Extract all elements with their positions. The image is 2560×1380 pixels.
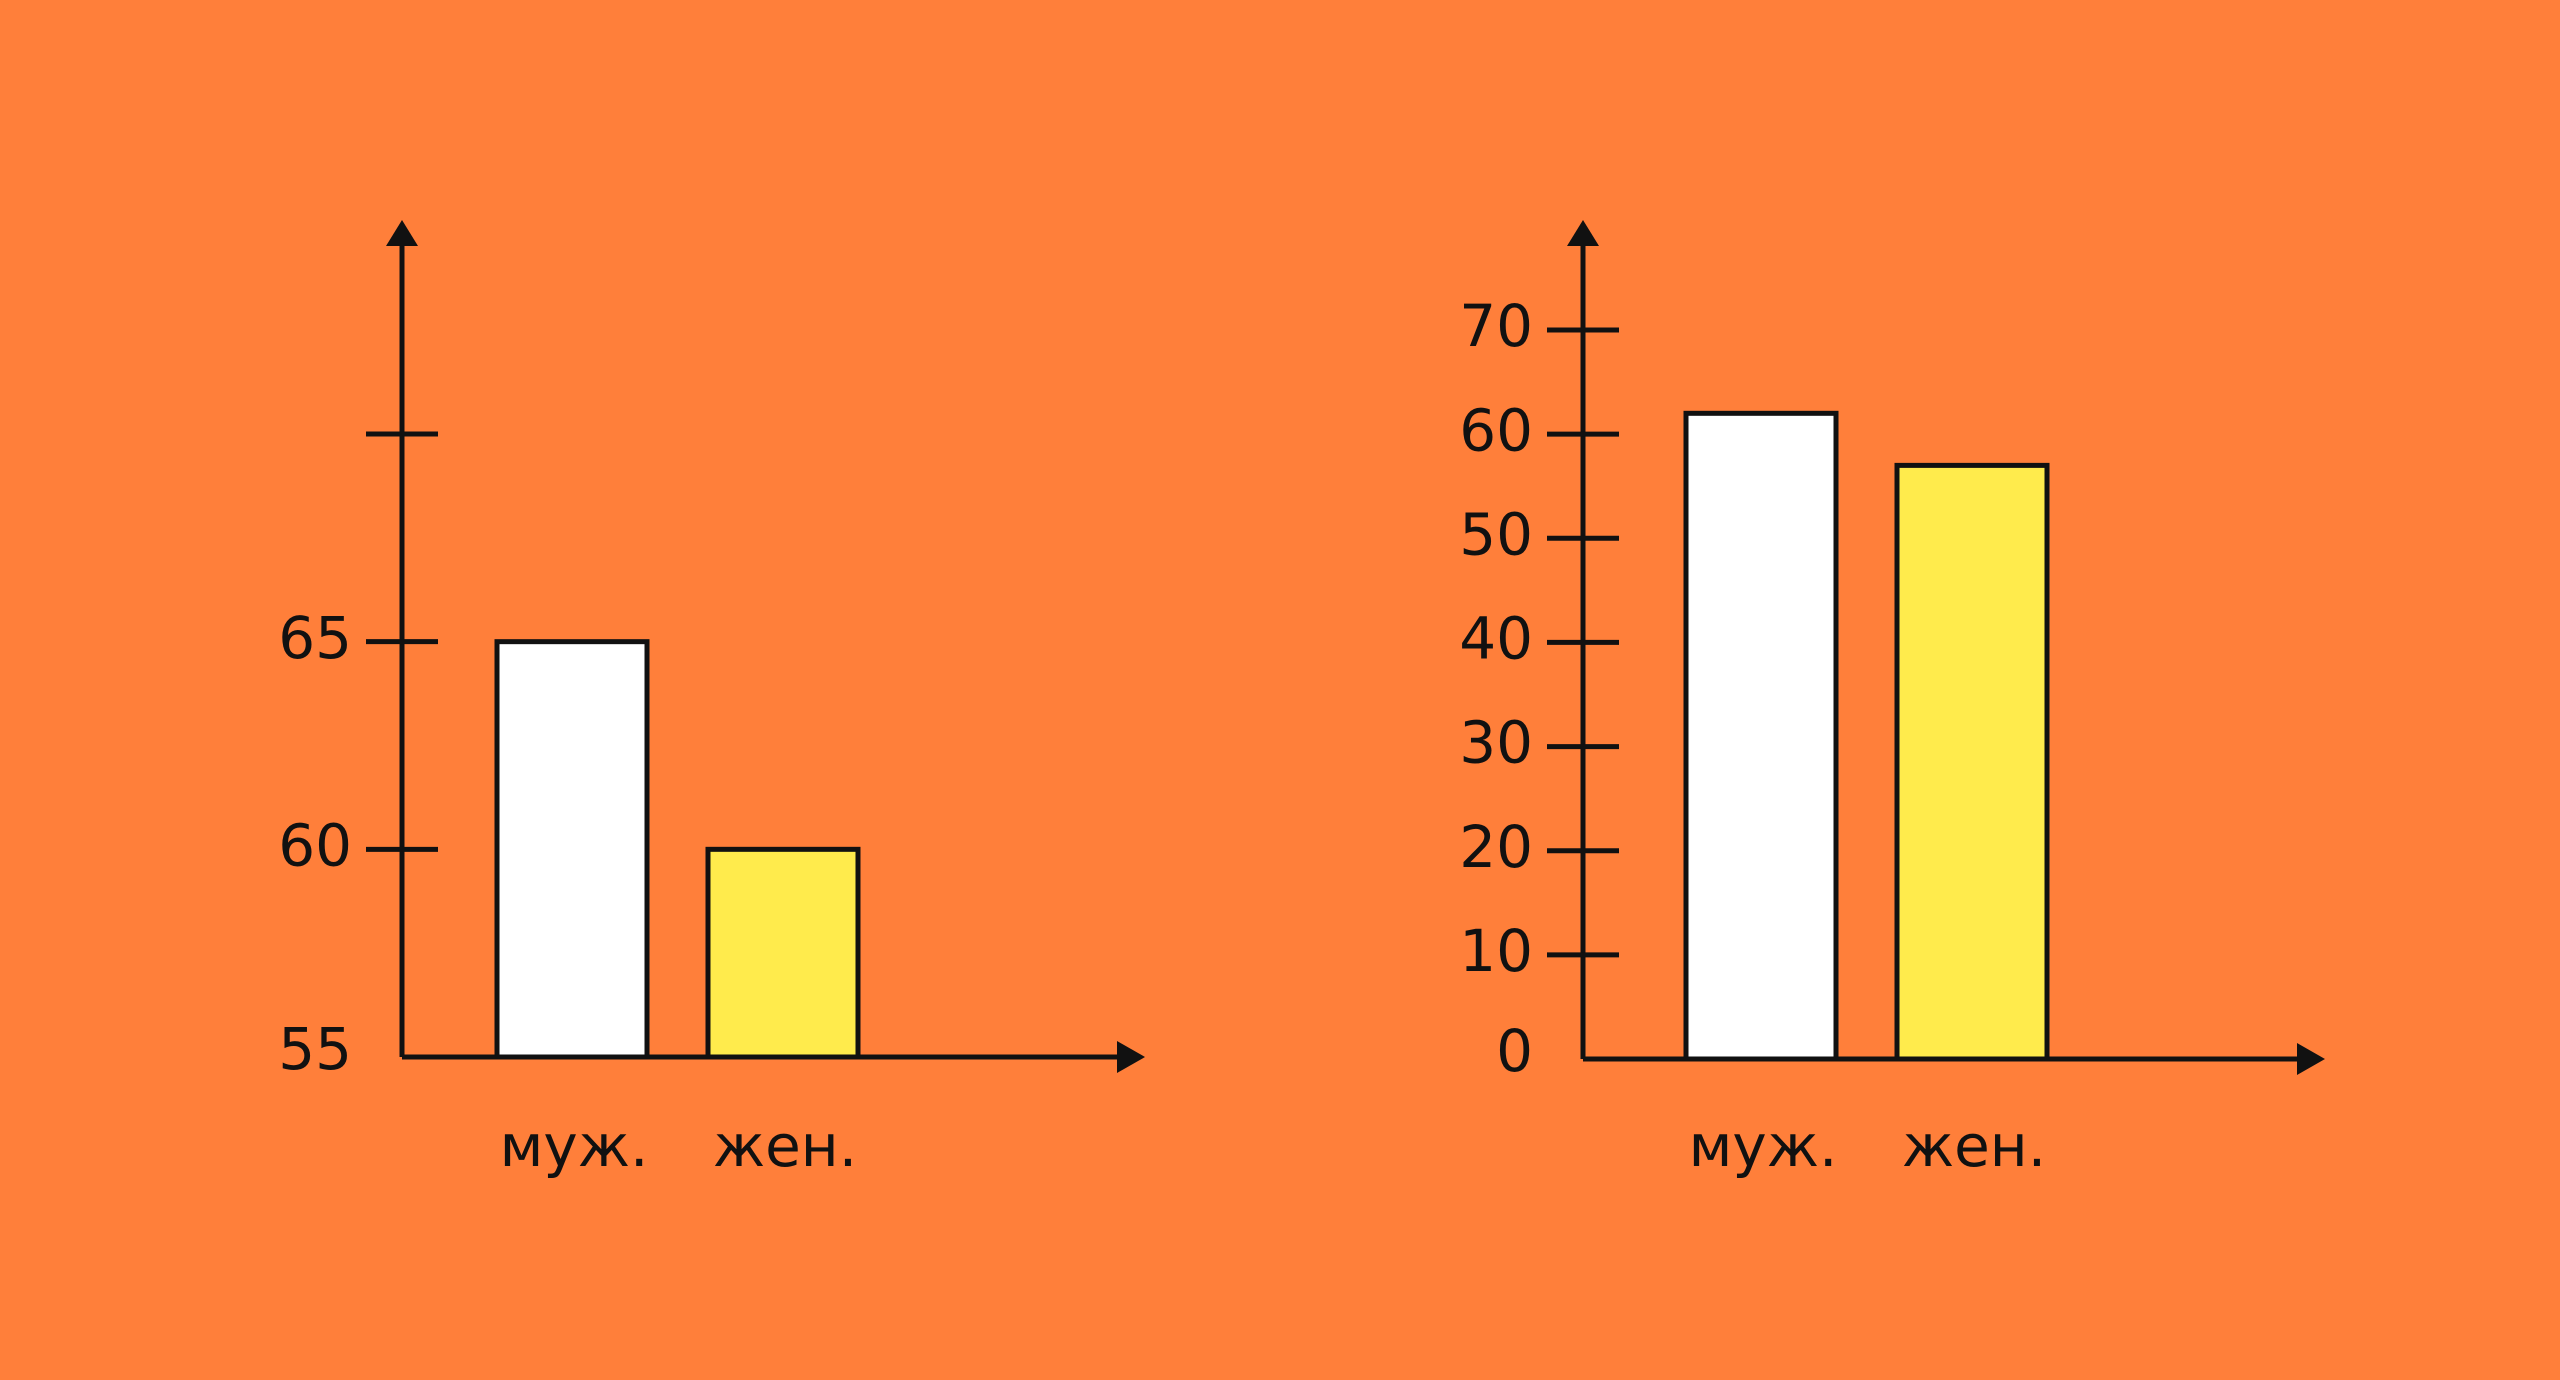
y-tick-label: 60: [278, 811, 352, 879]
y-axis-arrow: [386, 220, 418, 246]
x-category-label: муж.: [1689, 1112, 1838, 1180]
y-tick-label: 50: [1459, 500, 1533, 568]
bar-male: [494, 639, 650, 1060]
x-axis-arrow: [1117, 1041, 1145, 1073]
x-category-label: муж.: [500, 1112, 649, 1180]
y-tick-label: 40: [1459, 605, 1533, 673]
y-tick-label: 60: [1459, 396, 1533, 464]
bar-female: [1894, 462, 2050, 1062]
y-tick-label: 30: [1459, 709, 1533, 777]
y-tick-label: 65: [278, 604, 352, 672]
y-tick-label: 20: [1459, 813, 1533, 881]
x-axis-arrow: [2297, 1043, 2325, 1075]
y-axis-arrow: [1567, 220, 1599, 246]
chart-right-zero-based-axis: 0 10 20 30 40 50 60 70 муж. жен.: [1459, 220, 2325, 1180]
y-tick-label: 0: [1496, 1017, 1533, 1085]
x-category-label: жен.: [713, 1112, 857, 1180]
y-tick-label: 55: [278, 1015, 352, 1083]
y-tick-label: 10: [1459, 917, 1533, 985]
bar-male: [1683, 410, 1839, 1062]
chart-left-truncated-axis: 55 60 65 муж. жен.: [278, 220, 1145, 1180]
y-tick-label: 70: [1459, 292, 1533, 360]
bar-female: [705, 846, 861, 1060]
x-category-label: жен.: [1902, 1112, 2046, 1180]
